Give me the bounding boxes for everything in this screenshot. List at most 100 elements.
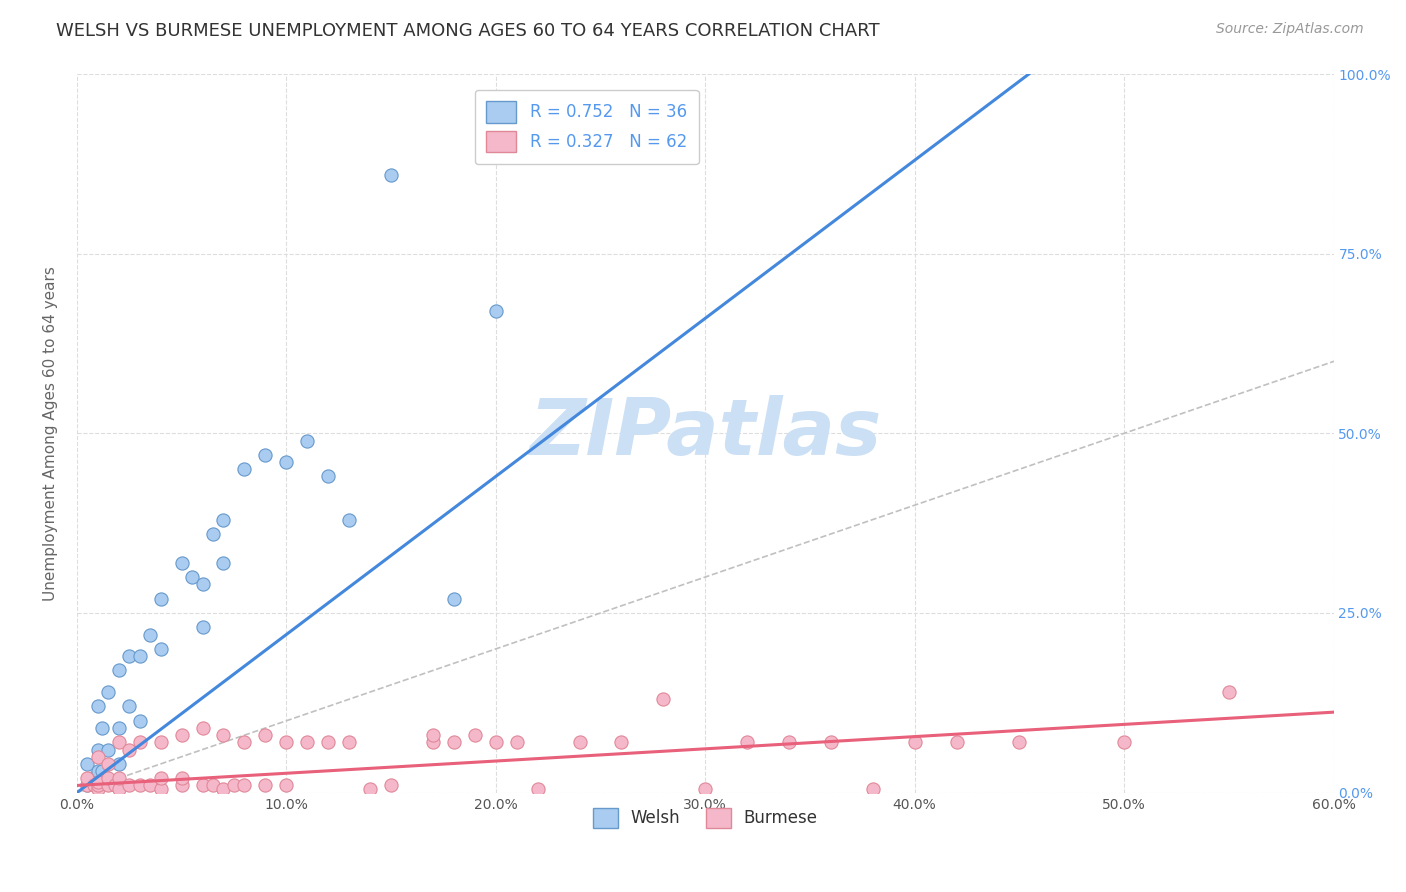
Point xyxy=(233,735,256,749)
Point xyxy=(820,735,842,749)
Point xyxy=(337,512,360,526)
Point xyxy=(128,735,150,749)
Point xyxy=(568,735,591,749)
Point xyxy=(233,462,256,476)
Point xyxy=(191,779,214,793)
Point xyxy=(107,735,129,749)
Point xyxy=(149,782,172,797)
Point xyxy=(149,641,172,656)
Point xyxy=(170,772,193,786)
Point xyxy=(87,749,110,764)
Point xyxy=(170,556,193,570)
Point xyxy=(91,764,114,778)
Point xyxy=(443,591,465,606)
Point xyxy=(212,782,235,797)
Point xyxy=(1112,735,1135,749)
Point xyxy=(778,735,800,749)
Point xyxy=(862,782,884,797)
Legend: Welsh, Burmese: Welsh, Burmese xyxy=(586,801,824,835)
Point xyxy=(107,782,129,797)
Point xyxy=(118,742,141,756)
Point xyxy=(380,779,402,793)
Point xyxy=(107,664,129,678)
Point xyxy=(254,728,277,742)
Point xyxy=(505,735,527,749)
Point xyxy=(422,735,444,749)
Point xyxy=(118,779,141,793)
Point xyxy=(76,772,98,786)
Point xyxy=(103,779,125,793)
Point xyxy=(97,779,120,793)
Point xyxy=(276,455,298,469)
Point xyxy=(735,735,758,749)
Point xyxy=(316,469,339,483)
Point xyxy=(139,779,162,793)
Point xyxy=(91,721,114,735)
Point xyxy=(97,756,120,771)
Point xyxy=(526,782,548,797)
Point xyxy=(212,556,235,570)
Point xyxy=(1218,685,1240,699)
Point xyxy=(149,772,172,786)
Point xyxy=(316,735,339,749)
Point xyxy=(485,735,508,749)
Point xyxy=(380,168,402,182)
Point xyxy=(97,685,120,699)
Point xyxy=(128,649,150,664)
Point xyxy=(107,772,129,786)
Point xyxy=(170,728,193,742)
Point xyxy=(904,735,927,749)
Point xyxy=(297,434,319,448)
Point xyxy=(695,782,717,797)
Point xyxy=(443,735,465,749)
Point xyxy=(97,772,120,786)
Point xyxy=(87,779,110,793)
Point xyxy=(359,782,381,797)
Point xyxy=(201,779,224,793)
Point xyxy=(149,735,172,749)
Point xyxy=(945,735,967,749)
Point xyxy=(128,779,150,793)
Point xyxy=(276,779,298,793)
Point xyxy=(139,627,162,641)
Text: WELSH VS BURMESE UNEMPLOYMENT AMONG AGES 60 TO 64 YEARS CORRELATION CHART: WELSH VS BURMESE UNEMPLOYMENT AMONG AGES… xyxy=(56,22,880,40)
Point xyxy=(254,779,277,793)
Text: ZIPatlas: ZIPatlas xyxy=(529,395,882,471)
Point xyxy=(191,620,214,634)
Point xyxy=(222,779,245,793)
Point xyxy=(610,735,633,749)
Point xyxy=(233,779,256,793)
Point xyxy=(201,527,224,541)
Point xyxy=(652,692,675,706)
Point xyxy=(76,779,98,793)
Point xyxy=(1008,735,1031,749)
Point xyxy=(276,735,298,749)
Point xyxy=(107,756,129,771)
Point xyxy=(80,772,103,786)
Point xyxy=(297,735,319,749)
Point xyxy=(118,699,141,714)
Point xyxy=(254,448,277,462)
Point xyxy=(87,775,110,789)
Point xyxy=(181,570,204,584)
Point xyxy=(87,699,110,714)
Y-axis label: Unemployment Among Ages 60 to 64 years: Unemployment Among Ages 60 to 64 years xyxy=(44,266,58,601)
Point xyxy=(212,728,235,742)
Point xyxy=(128,714,150,728)
Point xyxy=(191,577,214,591)
Point xyxy=(485,304,508,318)
Point xyxy=(87,742,110,756)
Point xyxy=(170,779,193,793)
Point xyxy=(212,512,235,526)
Point xyxy=(76,779,98,793)
Text: Source: ZipAtlas.com: Source: ZipAtlas.com xyxy=(1216,22,1364,37)
Point xyxy=(97,742,120,756)
Point xyxy=(464,728,486,742)
Point xyxy=(337,735,360,749)
Point xyxy=(149,591,172,606)
Point xyxy=(87,782,110,797)
Point xyxy=(107,721,129,735)
Point xyxy=(76,756,98,771)
Point xyxy=(191,721,214,735)
Point xyxy=(87,764,110,778)
